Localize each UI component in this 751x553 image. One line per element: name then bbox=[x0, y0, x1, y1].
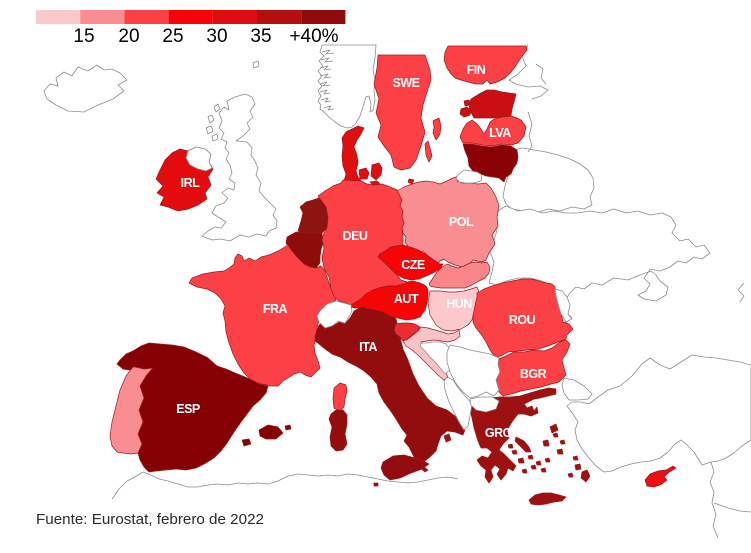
svg-text:HUN: HUN bbox=[446, 297, 472, 311]
svg-text:GRC: GRC bbox=[485, 426, 512, 440]
svg-text:35: 35 bbox=[250, 26, 271, 47]
svg-text:+40%: +40% bbox=[289, 26, 338, 47]
svg-text:ESP: ESP bbox=[176, 402, 200, 416]
svg-text:POL: POL bbox=[449, 215, 474, 229]
svg-text:ITA: ITA bbox=[359, 340, 377, 354]
svg-text:ROU: ROU bbox=[509, 313, 536, 327]
svg-text:FIN: FIN bbox=[467, 63, 486, 77]
svg-text:LVA: LVA bbox=[489, 126, 511, 140]
svg-text:CZE: CZE bbox=[401, 258, 425, 272]
svg-text:SWE: SWE bbox=[393, 76, 420, 90]
svg-text:Fuente: Eurostat, febrero de 2: Fuente: Eurostat, febrero de 2022 bbox=[36, 511, 264, 528]
svg-text:IRL: IRL bbox=[181, 176, 201, 190]
svg-text:20: 20 bbox=[118, 26, 139, 47]
svg-text:DEU: DEU bbox=[343, 229, 368, 243]
svg-text:FRA: FRA bbox=[263, 302, 288, 316]
svg-text:30: 30 bbox=[206, 26, 227, 47]
svg-text:15: 15 bbox=[73, 26, 94, 47]
svg-text:25: 25 bbox=[162, 26, 183, 47]
svg-text:BGR: BGR bbox=[520, 367, 547, 381]
svg-text:AUT: AUT bbox=[394, 292, 419, 306]
